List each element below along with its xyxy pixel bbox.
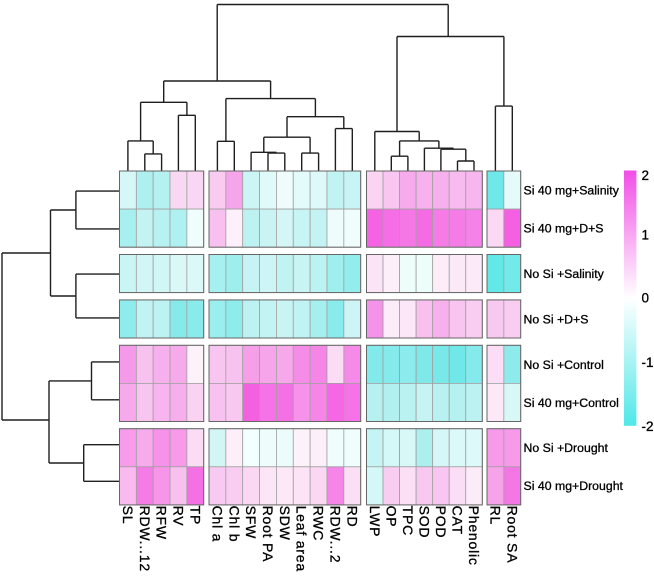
svg-text:RV: RV — [170, 506, 186, 527]
svg-text:No Si +D+S: No Si +D+S — [524, 312, 589, 326]
svg-text:Chl a: Chl a — [209, 506, 225, 543]
svg-text:Si 40 mg+Salinity: Si 40 mg+Salinity — [524, 184, 620, 198]
svg-text:2: 2 — [642, 168, 650, 183]
svg-text:RL: RL — [487, 506, 503, 526]
svg-text:Si 40 mg+Drought: Si 40 mg+Drought — [524, 479, 624, 493]
svg-text:RWC: RWC — [311, 506, 327, 542]
svg-text:No Si +Drought: No Si +Drought — [524, 441, 609, 455]
svg-text:RDW...12: RDW...12 — [137, 506, 153, 572]
svg-text:SDW: SDW — [277, 506, 293, 541]
svg-text:Phenolic: Phenolic — [466, 506, 482, 566]
svg-text:POD: POD — [433, 506, 449, 539]
svg-text:0: 0 — [642, 290, 650, 305]
svg-text:SOD: SOD — [416, 506, 432, 539]
svg-text:-1: -1 — [642, 355, 654, 370]
svg-text:No Si +Control: No Si +Control — [524, 358, 604, 372]
svg-text:No Si +Salinity: No Si +Salinity — [524, 267, 605, 281]
svg-text:SFW: SFW — [243, 506, 259, 540]
svg-text:CAT: CAT — [450, 506, 466, 535]
svg-text:1: 1 — [642, 228, 650, 243]
svg-text:Si 40 mg+Control: Si 40 mg+Control — [524, 396, 619, 410]
svg-text:RFW: RFW — [154, 506, 170, 540]
svg-text:Chl b: Chl b — [226, 506, 242, 543]
svg-text:Si 40 mg+D+S: Si 40 mg+D+S — [524, 222, 604, 236]
svg-text:RDW...2: RDW...2 — [327, 506, 343, 564]
svg-text:OP: OP — [383, 506, 399, 528]
svg-text:Root SA: Root SA — [504, 506, 520, 564]
svg-text:TP: TP — [187, 506, 203, 525]
svg-text:Leaf area: Leaf area — [294, 506, 310, 572]
svg-text:Root PA: Root PA — [260, 506, 276, 563]
svg-text:-2: -2 — [642, 419, 654, 434]
svg-text:RD: RD — [344, 506, 360, 528]
svg-text:SL: SL — [120, 506, 136, 525]
svg-text:LWP: LWP — [367, 506, 383, 538]
svg-text:TPC: TPC — [400, 506, 416, 536]
